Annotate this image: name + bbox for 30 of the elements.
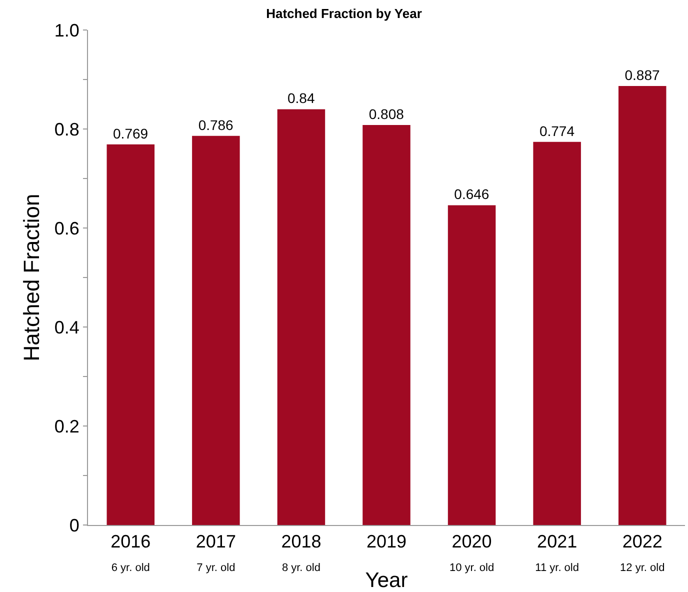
- bar: [618, 86, 666, 525]
- data-label: 0.84: [287, 90, 315, 106]
- bar: [533, 142, 581, 525]
- y-tick-label: 0.4: [54, 317, 80, 338]
- data-label: 0.769: [113, 125, 148, 142]
- x-tick-label: 2021 11 yr. old: [535, 532, 579, 574]
- x-axis-title: Year: [365, 569, 408, 592]
- bar: [106, 144, 155, 525]
- x-tick-label: 2016 6 yr. old: [110, 532, 151, 574]
- x-tick-label: 2022 12 yr. old: [620, 532, 665, 574]
- data-label: 0.646: [454, 186, 490, 202]
- y-tick-label: 0.6: [54, 218, 80, 238]
- bar: [192, 136, 240, 525]
- bar: [448, 205, 496, 525]
- y-tick-label: 1.0: [54, 20, 80, 40]
- y-axis-title: Hatched Fraction: [19, 194, 44, 362]
- x-tick-label: 2020 10 yr. old: [449, 532, 494, 574]
- bar: [362, 125, 410, 525]
- data-label: 0.808: [368, 106, 404, 122]
- x-tick-label: 2019: [366, 532, 407, 552]
- y-tick-label: 0.8: [54, 119, 80, 140]
- x-tick-label: 2018 8 yr. old: [281, 532, 322, 574]
- data-label: 0.786: [198, 116, 234, 133]
- x-tick-label: 2017 7 yr. old: [196, 532, 236, 574]
- y-tick-label: 0.2: [54, 416, 80, 436]
- y-tick-label: 0: [69, 515, 80, 536]
- bar: [277, 109, 326, 525]
- data-label: 0.887: [624, 66, 660, 83]
- chart-title: Hatched Fraction by Year: [266, 6, 422, 21]
- data-label: 0.774: [539, 122, 575, 139]
